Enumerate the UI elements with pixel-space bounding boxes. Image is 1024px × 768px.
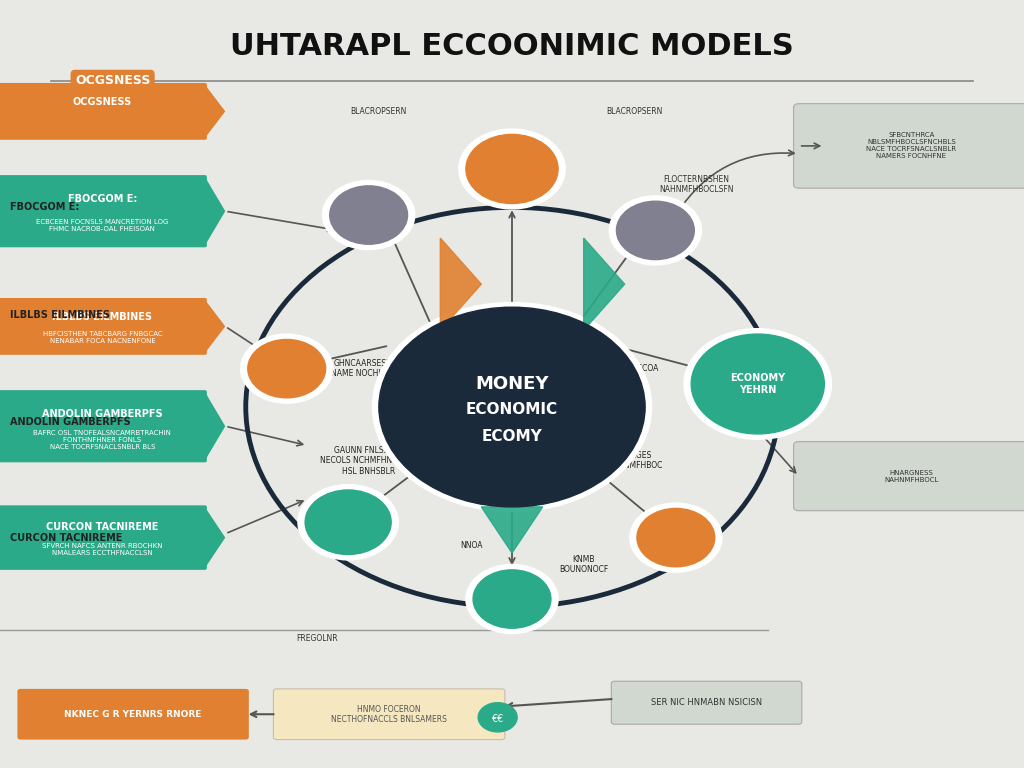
FancyBboxPatch shape — [273, 689, 505, 740]
Circle shape — [323, 180, 415, 250]
Text: HNRGES
NAHNMFHBOC: HNRGES NAHNMFHBOC — [607, 451, 663, 471]
Text: ECONOMIC: ECONOMIC — [466, 402, 558, 417]
Circle shape — [372, 302, 652, 512]
Circle shape — [241, 334, 333, 403]
Text: HBFCISTHEN TABCBARG FNBGCAC
NENABAR FOCA NACNENFONE: HBFCISTHEN TABCBARG FNBGCAC NENABAR FOCA… — [43, 331, 162, 343]
Text: NNOA: NNOA — [460, 541, 482, 550]
FancyBboxPatch shape — [0, 390, 207, 462]
Text: HNMO FOCERON
NECTHOFNACCLS BNLSAMERS: HNMO FOCERON NECTHOFNACCLS BNLSAMERS — [331, 704, 447, 724]
Text: KNMB
BOUNONOCF: KNMB BOUNONOCF — [559, 554, 608, 574]
FancyBboxPatch shape — [611, 681, 802, 724]
Circle shape — [466, 134, 558, 204]
Text: CURCON TACNIREME: CURCON TACNIREME — [10, 532, 123, 543]
Text: NKNEC G R YERNRS RNORE: NKNEC G R YERNRS RNORE — [65, 710, 202, 719]
Circle shape — [330, 186, 408, 244]
Text: ILBLBS EILMBINES: ILBLBS EILMBINES — [52, 312, 153, 322]
Text: €€: €€ — [492, 713, 504, 724]
Polygon shape — [481, 507, 543, 553]
FancyBboxPatch shape — [794, 104, 1024, 188]
Text: FLOCTERNBSHEN
NAHNMFHBOCLSFN: FLOCTERNBSHEN NAHNMFHBOCLSFN — [659, 174, 733, 194]
Text: MONEY: MONEY — [475, 375, 549, 393]
Text: UHTARAPL ECCOONIMIC MODELS: UHTARAPL ECCOONIMIC MODELS — [230, 31, 794, 61]
Circle shape — [298, 485, 398, 560]
Polygon shape — [205, 507, 225, 568]
Circle shape — [305, 490, 391, 554]
Polygon shape — [205, 177, 225, 246]
Text: FREGOLNR: FREGOLNR — [297, 634, 338, 643]
Circle shape — [630, 503, 722, 572]
Text: ANDOLIN GAMBERPFS: ANDOLIN GAMBERPFS — [42, 409, 163, 419]
Text: SFVRCH NAFCS ANTENR RBOCHKN
NMALEARS ECCTHFNACCLSN: SFVRCH NAFCS ANTENR RBOCHKN NMALEARS ECC… — [42, 544, 163, 556]
Text: ECOMY: ECOMY — [481, 429, 543, 444]
Text: BAFRC OSL TNOFEALSNCAMRBTRACHIN
FONTHNFHNER FONLS
NACE TOCRFSNACLSNBLR BLS: BAFRC OSL TNOFEALSNCAMRBTRACHIN FONTHNFH… — [34, 430, 171, 450]
Text: BLACROPSERN: BLACROPSERN — [606, 107, 664, 116]
Circle shape — [691, 334, 824, 434]
FancyBboxPatch shape — [0, 505, 207, 570]
Circle shape — [379, 307, 645, 507]
Text: OCGSNESS: OCGSNESS — [73, 97, 132, 107]
Text: ANDOLIN GAMBERPFS: ANDOLIN GAMBERPFS — [10, 417, 131, 428]
Polygon shape — [205, 392, 225, 461]
Circle shape — [466, 564, 558, 634]
FancyBboxPatch shape — [794, 442, 1024, 511]
Text: CURCON TACNIREME: CURCON TACNIREME — [46, 521, 159, 531]
Text: HNARGNESS
NAHNMFHBOCL: HNARGNESS NAHNMFHBOCL — [884, 470, 939, 482]
Circle shape — [609, 196, 701, 265]
Polygon shape — [205, 84, 225, 138]
Polygon shape — [440, 238, 481, 330]
Text: GAUNN FNLSSIN.S
NECOLS NCHMFHNOCSLN
HSL BNHSBLR: GAUNN FNLSSIN.S NECOLS NCHMFHNOCSLN HSL … — [319, 446, 418, 475]
FancyBboxPatch shape — [17, 689, 249, 740]
FancyBboxPatch shape — [0, 175, 207, 247]
Text: ECONOMY
YEHRN: ECONOMY YEHRN — [730, 373, 785, 395]
Text: ECBCEEN FOCNSLS MANCRETION LOG
FHMC NACROB-OAL FHEISOAN: ECBCEEN FOCNSLS MANCRETION LOG FHMC NACR… — [36, 219, 169, 231]
Text: GHNCAARSESBON
KNAME NOCHULONOC: GHNCAARSESBON KNAME NOCHULONOC — [327, 359, 411, 379]
FancyBboxPatch shape — [0, 83, 207, 140]
Text: OCGSNESS: OCGSNESS — [75, 74, 151, 87]
Text: FBOCGOM E:: FBOCGOM E: — [68, 194, 137, 204]
Circle shape — [459, 129, 565, 209]
Text: FBOCGOM E:: FBOCGOM E: — [10, 202, 80, 213]
Polygon shape — [584, 238, 625, 330]
FancyBboxPatch shape — [0, 298, 207, 355]
Text: SFBCNTHRCA
NBLSMFHBOCLSFNCHBLS
NACE TOCRFSNACLSNBLR
NAMERS FOCNHFNE: SFBCNTHRCA NBLSMFHBOCLSFNCHBLS NACE TOCR… — [866, 132, 956, 160]
Text: ILBLBS EILMBINES: ILBLBS EILMBINES — [10, 310, 111, 320]
Circle shape — [684, 329, 831, 439]
Polygon shape — [205, 300, 225, 353]
Circle shape — [473, 570, 551, 628]
Circle shape — [478, 703, 517, 732]
Circle shape — [248, 339, 326, 398]
Text: BLACROPSERN: BLACROPSERN — [350, 107, 408, 116]
Text: GCTONSCOA: GCTONSCOA — [610, 364, 659, 373]
Circle shape — [616, 201, 694, 260]
Text: SER NIC HNMABN NSICISN: SER NIC HNMABN NSICISN — [651, 698, 762, 707]
Circle shape — [637, 508, 715, 567]
